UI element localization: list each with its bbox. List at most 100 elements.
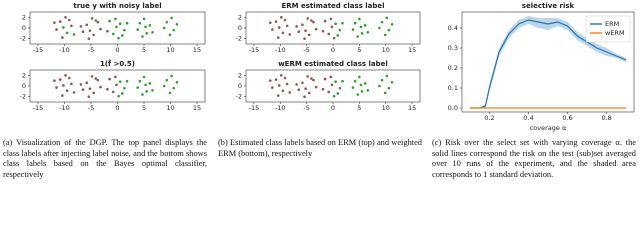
point (360, 90, 364, 93)
x-tick-label: 0.2 (484, 114, 494, 122)
page: true y with noisy label -15 -10 -5 0 5 10 15 -2 0… (3, 2, 636, 179)
point (285, 24, 289, 28)
point (85, 81, 89, 85)
point (341, 21, 344, 25)
x-tick-label: 10 (382, 104, 390, 112)
point (288, 33, 292, 36)
point (330, 83, 334, 87)
point (115, 83, 118, 87)
axes-frame (29, 11, 206, 45)
x-tick-label: -10 (275, 46, 286, 54)
point (87, 37, 91, 40)
point (310, 19, 313, 22)
x-tick-label: 0 (115, 46, 119, 54)
point (96, 20, 100, 24)
y-tick-label: 2 (22, 13, 26, 21)
chart-title: selective risk (522, 2, 575, 10)
point (295, 83, 298, 86)
point (142, 17, 146, 21)
point (385, 16, 389, 20)
point (312, 78, 315, 82)
point (117, 94, 120, 98)
y-tick-label: -2 (20, 35, 26, 43)
point (314, 27, 318, 31)
point (141, 93, 144, 96)
x-tick-label: 10 (166, 104, 174, 112)
x-tick-label: 5 (357, 104, 361, 112)
point (274, 20, 278, 23)
point (303, 95, 306, 98)
point (276, 94, 280, 97)
y-tick-label: 0 (238, 24, 242, 32)
point (274, 78, 278, 81)
point (366, 88, 370, 92)
point (283, 18, 287, 22)
y-tick-label: 0.1 (448, 84, 458, 92)
point (118, 22, 122, 26)
point (125, 79, 129, 83)
point (390, 80, 394, 84)
x-tick-label: -10 (275, 104, 286, 112)
x-tick-label: 0 (115, 104, 119, 112)
point (351, 86, 355, 89)
point (120, 92, 124, 95)
point (148, 82, 152, 85)
point (304, 29, 307, 32)
line (469, 19, 627, 109)
x-tick-label: 0.6 (562, 114, 572, 122)
point (141, 35, 144, 38)
point (96, 78, 100, 82)
point (390, 22, 394, 26)
point (332, 36, 336, 40)
point (120, 34, 124, 37)
point (363, 82, 367, 85)
point (61, 94, 64, 97)
axes-frame (245, 11, 421, 45)
point (285, 82, 289, 86)
point (136, 86, 139, 89)
axes-frame (29, 69, 206, 103)
point (268, 21, 272, 24)
point (338, 28, 342, 32)
point (79, 25, 83, 28)
point (138, 21, 142, 25)
point (114, 17, 117, 21)
point (72, 91, 76, 94)
point (378, 26, 381, 30)
point (117, 36, 120, 40)
point (314, 85, 318, 89)
point (383, 91, 387, 95)
point (118, 80, 122, 84)
point (151, 30, 154, 34)
chart-title: 1(f̂ >0.5) (100, 60, 135, 68)
point (151, 88, 154, 92)
point (99, 85, 102, 89)
point (387, 86, 391, 90)
point (323, 77, 327, 81)
x-tick-label: 0.4 (523, 114, 533, 122)
caption: (a) Visualization of the DGP. The top pa… (3, 138, 207, 179)
point (165, 20, 169, 24)
x-tick-label: -15 (33, 46, 44, 54)
point (356, 35, 360, 38)
x-tick-label: 0 (331, 104, 335, 112)
point (334, 22, 337, 26)
point (99, 27, 102, 31)
x-tick-label: 10 (166, 46, 174, 54)
point (175, 80, 179, 84)
point (170, 16, 173, 20)
x-tick-label: 15 (193, 46, 201, 54)
point (306, 75, 309, 78)
x-tick-label: 0.8 (601, 114, 611, 122)
point (88, 87, 92, 90)
point (162, 26, 166, 30)
point (321, 29, 325, 33)
point (172, 28, 176, 32)
point (327, 90, 331, 94)
point (92, 33, 95, 37)
point (70, 24, 73, 28)
point (359, 83, 363, 87)
point (301, 23, 304, 27)
point (295, 25, 298, 28)
y-tick-label: 0 (22, 82, 26, 90)
